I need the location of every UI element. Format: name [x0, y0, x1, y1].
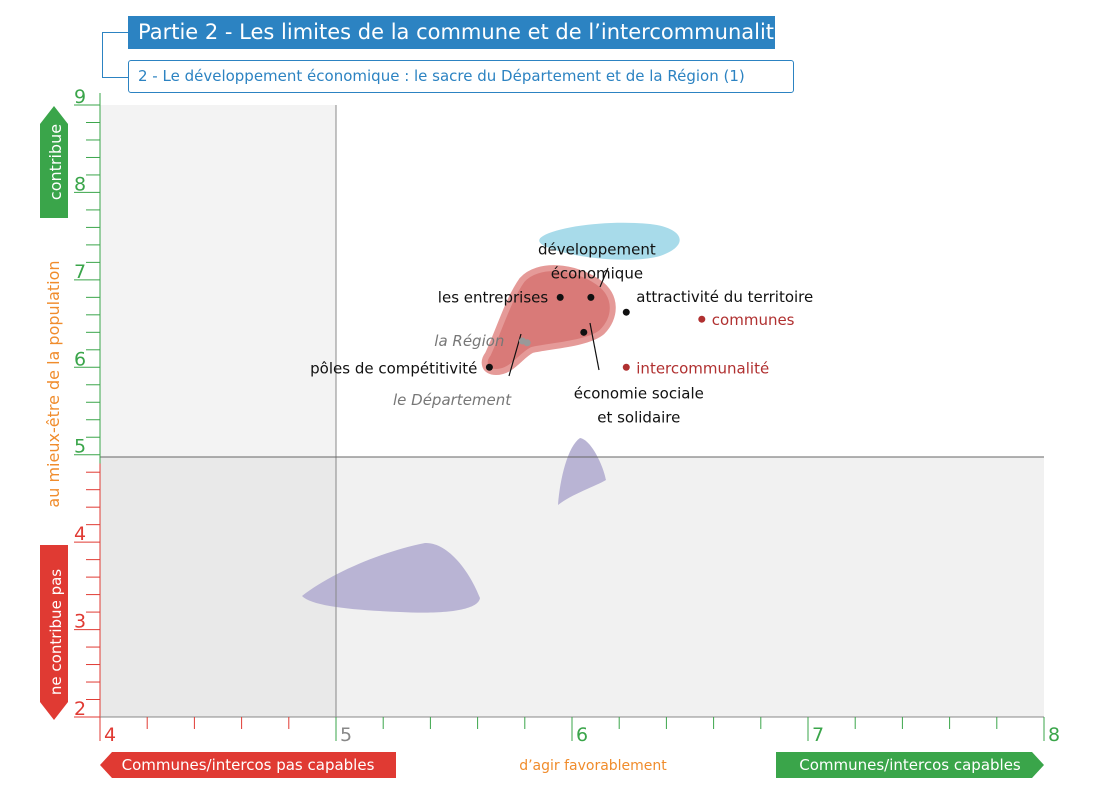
- y-tick-label: 5: [74, 436, 86, 458]
- x-axis-title: d’agir favorablement: [519, 758, 667, 774]
- data-point: [622, 363, 630, 371]
- y-tick-label: 7: [74, 261, 86, 283]
- quadrant-upper-left: [100, 105, 336, 457]
- zone-lilac-large: [302, 542, 480, 613]
- x-tick-label: 5: [340, 724, 352, 746]
- y-tick-label: 9: [74, 86, 86, 108]
- data-point-label: la Région: [434, 332, 504, 350]
- data-points: les entreprises développement économique at…: [310, 240, 813, 426]
- y-tick-label: 2: [74, 698, 86, 720]
- y-axis: 2 3 4 5 6 7 8 9: [74, 86, 101, 720]
- x-tick-label: 8: [1048, 724, 1060, 746]
- y-up-arrow: [40, 106, 68, 218]
- x-left-arrow: [100, 752, 396, 778]
- page-subtitle: 2 - Le développement économique : le sac…: [128, 60, 794, 93]
- x-tick-label: 6: [576, 724, 588, 746]
- y-up-label: contribue: [46, 124, 65, 200]
- data-point-label: intercommunalité: [636, 359, 769, 377]
- title-connector: [102, 32, 129, 78]
- data-point: [485, 363, 493, 371]
- x-tick-label: 4: [104, 724, 116, 746]
- data-point: [587, 293, 595, 301]
- data-point-label: attractivité du territoire: [636, 288, 813, 306]
- x-left-label: Communes/intercos pas capables: [122, 756, 375, 774]
- data-point-label: économie sociale et solidaire: [574, 384, 704, 426]
- x-right-label: Communes/intercos capables: [799, 756, 1021, 774]
- x-tick-label: 7: [812, 724, 824, 746]
- page-title: Partie 2 - Les limites de la commune et …: [128, 16, 787, 49]
- data-point-label: les entreprises: [438, 288, 549, 306]
- y-tick-label: 6: [74, 348, 86, 370]
- y-tick-label: 8: [74, 173, 86, 195]
- x-axis: 4 5 6 7 8: [99, 716, 1060, 746]
- y-tick-label: 4: [74, 523, 86, 545]
- data-point: [622, 308, 630, 316]
- data-point: [580, 328, 588, 336]
- y-down-label: ne contribue pas: [47, 569, 65, 695]
- zone-cyan: [539, 222, 680, 260]
- x-right-arrow: [776, 752, 1044, 778]
- data-point-label: pôles de compétitivité: [310, 359, 477, 377]
- zone-pink: [481, 265, 616, 376]
- quadrant-lower-left: [100, 457, 336, 717]
- data-point: [698, 315, 706, 323]
- data-point: [523, 339, 531, 347]
- data-point-label: le Département: [393, 391, 512, 409]
- y-down-arrow: [40, 545, 68, 720]
- y-tick-label: 3: [74, 611, 86, 633]
- y-axis-title: au mieux-être de la population: [44, 260, 63, 507]
- data-point-label: communes: [712, 311, 795, 329]
- zone-lilac-small: [558, 438, 606, 505]
- data-point: [556, 293, 564, 301]
- data-point-label: développement économique: [538, 240, 656, 282]
